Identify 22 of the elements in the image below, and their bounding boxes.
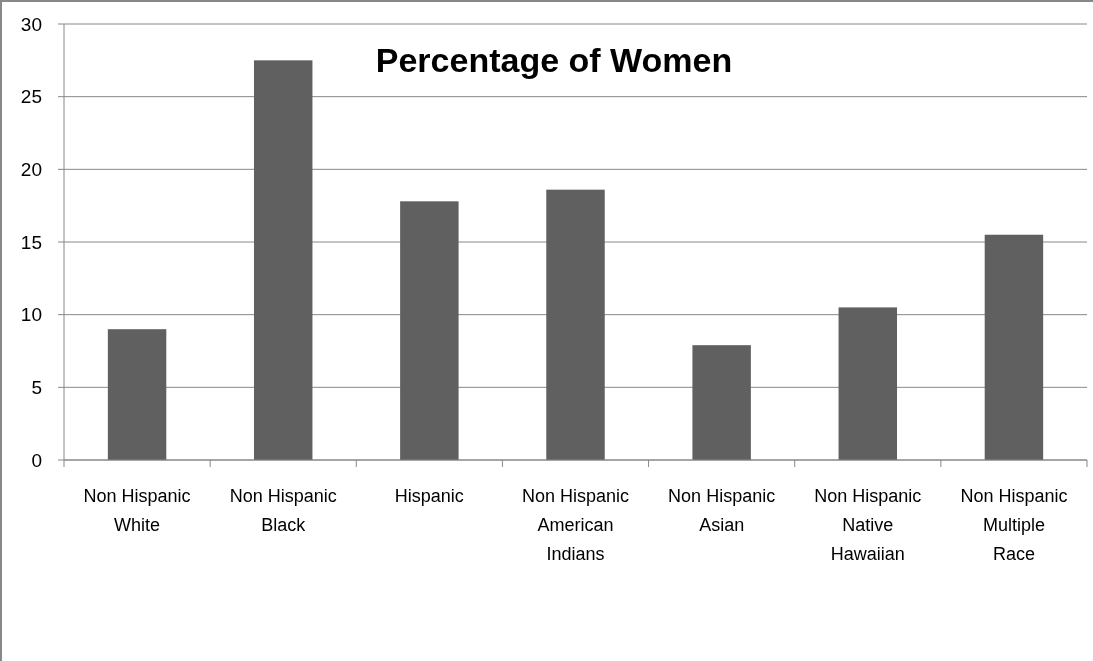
bar	[253, 60, 313, 460]
bar	[692, 345, 751, 460]
y-tick-label: 25	[20, 86, 42, 108]
x-tick-label: Non Hispanic Black	[229, 486, 337, 535]
bar	[984, 234, 1044, 460]
bar	[838, 307, 898, 460]
bar	[400, 201, 459, 460]
x-tick-label: Non Hispanic White	[83, 486, 191, 535]
bar	[546, 189, 605, 460]
x-tick-label: Non Hispanic Multiple Race	[960, 486, 1068, 564]
y-tick-label: 15	[20, 231, 42, 253]
y-tick-label: 5	[31, 376, 42, 398]
text: Percentage of Women	[375, 41, 733, 79]
bar	[107, 329, 167, 460]
x-tick-label: Non Hispanic Asian	[668, 486, 776, 535]
y-tick-label: 20	[20, 158, 42, 180]
x-tick-label: Non Hispanic American Indians	[521, 486, 630, 564]
x-tick-label: Hispanic	[394, 486, 464, 506]
x-tick-label: Non Hispanic Native Hawaiian	[814, 486, 922, 564]
y-tick-label: 0	[31, 449, 42, 471]
y-tick-label: 10	[20, 304, 42, 326]
y-tick-label: 30	[20, 13, 42, 35]
